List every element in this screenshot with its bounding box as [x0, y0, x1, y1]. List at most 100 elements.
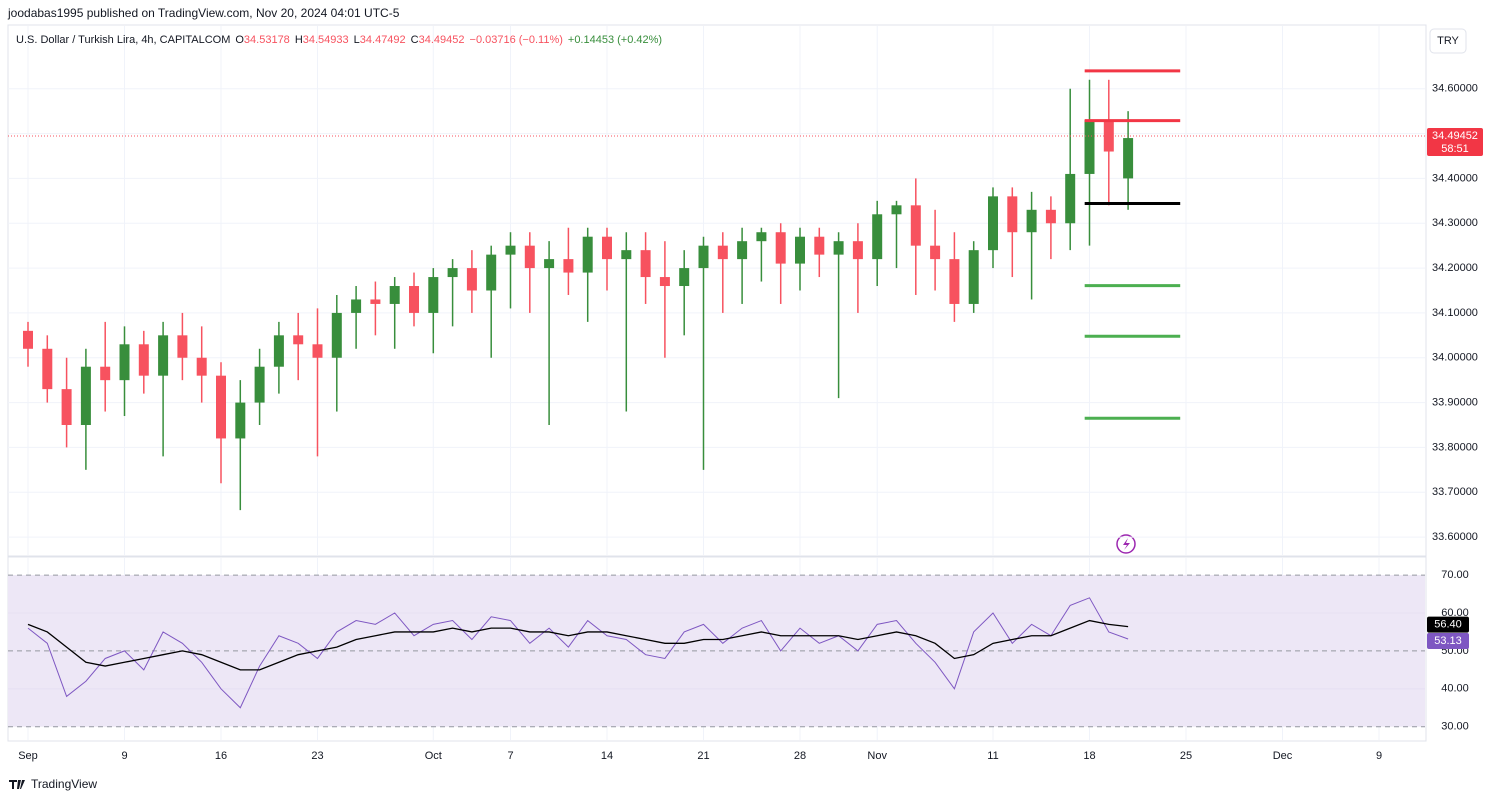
- logo-mark: [9, 780, 25, 789]
- candle-body: [563, 259, 574, 273]
- candle-body: [621, 250, 632, 260]
- candle-body: [466, 268, 477, 291]
- candle-body: [177, 335, 188, 358]
- last-value-label: 56.40: [1434, 619, 1462, 631]
- alert-bolt[interactable]: [1123, 538, 1130, 550]
- candle-body: [273, 335, 284, 367]
- x-tick-label: 18: [1083, 750, 1095, 762]
- candle-body: [698, 245, 709, 269]
- candle-body: [80, 366, 91, 425]
- currency-button[interactable]: [1429, 28, 1467, 54]
- candle-body: [852, 241, 863, 260]
- candle-body: [505, 245, 516, 255]
- indicator: +0.14453 (+0.42%): [568, 34, 662, 46]
- x-tick-label: 25: [1180, 750, 1192, 762]
- candle-body: [640, 250, 651, 278]
- y-tick-label: 34.00000: [1432, 352, 1478, 364]
- candle-body: [138, 344, 149, 376]
- y-tick-label: 33.60000: [1432, 531, 1478, 543]
- x-tick-label: 9: [1376, 750, 1382, 762]
- ohlc-key: C: [411, 34, 419, 46]
- candle-body: [389, 286, 400, 304]
- candle-body: [196, 357, 207, 376]
- ohlc-value: 34.47492: [360, 34, 406, 46]
- candle-body: [679, 268, 690, 287]
- symbol-title: U.S. Dollar / Turkish Lira, 4h, CAPITALC…: [16, 34, 230, 46]
- ohlc-value: 34.53178: [244, 34, 290, 46]
- candle-body: [1065, 173, 1076, 224]
- currency[interactable]: TRY: [1437, 35, 1459, 47]
- candle-body: [1123, 138, 1134, 179]
- candle-body: [216, 375, 226, 439]
- candle-body: [968, 250, 979, 304]
- candle-body: [1103, 120, 1114, 152]
- x-tick-label: Nov: [867, 750, 887, 762]
- candle-body: [814, 236, 825, 255]
- candle-body: [331, 312, 342, 358]
- candle-body: [1026, 209, 1037, 233]
- candle-body: [235, 402, 246, 439]
- ohlc-value: 34.49452: [419, 34, 465, 46]
- y-tick-label: 34.20000: [1432, 262, 1478, 274]
- y-tick-label: 34.40000: [1432, 172, 1478, 184]
- y-tick-label: 33.80000: [1432, 441, 1478, 453]
- candle-body: [486, 254, 497, 291]
- candle-body: [370, 299, 381, 304]
- candle-body: [61, 389, 72, 425]
- x-tick-label: 21: [697, 750, 709, 762]
- candle-body: [949, 259, 960, 304]
- candle-body: [1007, 196, 1018, 233]
- alert-icon[interactable]: [1116, 534, 1136, 554]
- x-tick-label: 28: [794, 750, 806, 762]
- ohlc-key: O: [235, 34, 244, 46]
- candle-body: [930, 245, 941, 260]
- candle-body: [737, 241, 748, 260]
- candle-body: [254, 366, 265, 403]
- candle-body: [351, 299, 362, 313]
- footer-logo: TradingView: [9, 777, 97, 791]
- y-tick-label: 33.90000: [1432, 396, 1478, 408]
- y-tick-label: 33.70000: [1432, 486, 1478, 498]
- y-tick-label: 40.00: [1441, 683, 1469, 695]
- candle-body: [659, 277, 670, 287]
- x-tick-label: 7: [507, 750, 513, 762]
- y-tick-label: 34.60000: [1432, 83, 1478, 95]
- candle-body: [158, 335, 169, 376]
- ohlc-key: L: [354, 34, 360, 46]
- candle-body: [447, 268, 458, 278]
- candle-body: [42, 348, 53, 390]
- y-tick-label: 34.30000: [1432, 217, 1478, 229]
- rsi-line: [27, 619, 1129, 671]
- candle-body: [100, 366, 111, 381]
- candle-body: [988, 196, 998, 251]
- legend: U.S. Dollar / Turkish Lira, 4h, CAPITALC…: [16, 34, 662, 46]
- x-tick-label: 14: [601, 750, 613, 762]
- x-tick-label: 9: [121, 750, 127, 762]
- candle-body: [1045, 209, 1056, 224]
- countdown: 58:51: [1441, 143, 1469, 155]
- last-price-label: 34.49452: [1432, 130, 1478, 142]
- candle-body: [312, 344, 323, 358]
- candle-body: [409, 286, 419, 313]
- candle-body: [910, 205, 921, 246]
- x-tick-label: Dec: [1273, 750, 1293, 762]
- candle-body: [756, 232, 767, 242]
- last-value-badge: [1427, 633, 1469, 650]
- candle-body: [872, 214, 883, 260]
- candle-body: [1084, 120, 1095, 174]
- candle-body: [717, 245, 728, 260]
- candle-body: [119, 344, 130, 381]
- candle-body: [582, 236, 593, 273]
- candle-body: [23, 330, 33, 349]
- y-tick-label: 60.00: [1441, 607, 1469, 619]
- candle-body: [891, 205, 902, 215]
- candle-body: [428, 277, 439, 313]
- candle-body: [524, 245, 535, 269]
- rsi-band: [8, 575, 1425, 727]
- x-tick-label: Oct: [425, 750, 442, 762]
- y-tick-label: 34.10000: [1432, 307, 1478, 319]
- ohlc-key: H: [295, 34, 303, 46]
- candle-body: [602, 236, 612, 260]
